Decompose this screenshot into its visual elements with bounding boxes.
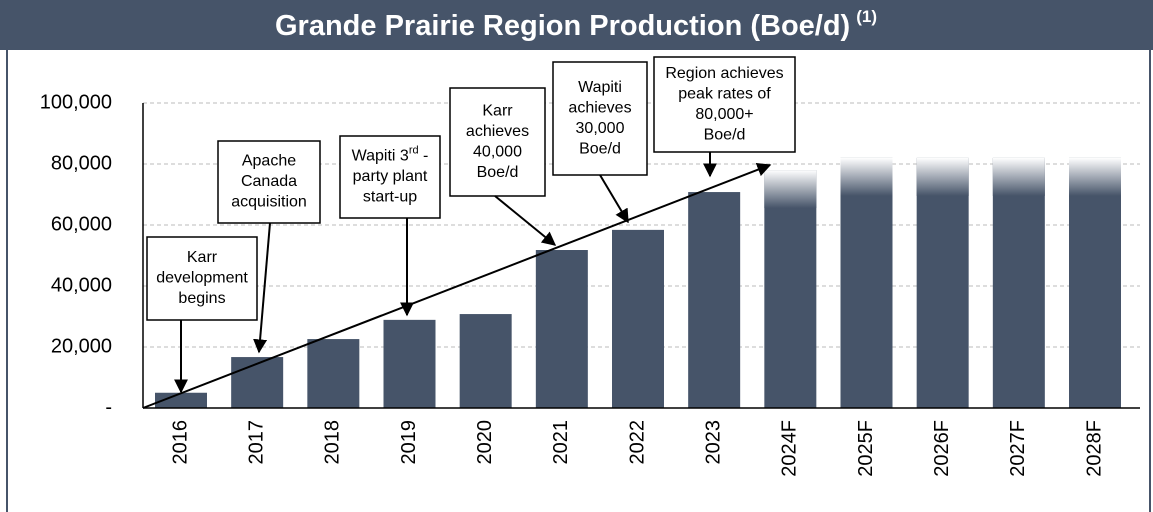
x-tick-label: 2028F: [1083, 420, 1105, 477]
bar-fade: [992, 157, 1045, 196]
x-tick-label: 2027F: [1007, 420, 1029, 477]
annotation-text: Wapiti: [578, 79, 622, 96]
annotation-text: Karr: [482, 102, 513, 119]
bar: [1069, 157, 1121, 408]
annotation-text: peak rates of: [678, 85, 771, 102]
y-tick-label: 80,000: [51, 152, 112, 174]
annotation-text: Wapiti 3rd -: [352, 144, 429, 164]
annotation-arrow: [253, 222, 271, 354]
annotation-box: [146, 236, 258, 321]
annotation-text: party plant: [353, 168, 428, 185]
x-tick-label: 2016: [169, 420, 191, 465]
x-tick-label: 2024F: [779, 420, 801, 477]
x-tick-label: 2026F: [931, 420, 953, 477]
y-tick-label: -: [105, 396, 112, 418]
annotation-text: achieves: [466, 123, 529, 140]
y-tick-label: 100,000: [40, 91, 112, 113]
annotation-text: 30,000: [576, 120, 625, 137]
annotation-box: [339, 135, 441, 219]
annotation-arrow: [599, 174, 629, 224]
bar: [459, 314, 512, 408]
annotation-text: acquisition: [231, 194, 307, 211]
x-tick-label: 2022: [626, 420, 648, 465]
annotation-text: begins: [178, 290, 225, 307]
y-tick-label: 60,000: [51, 213, 112, 235]
trend-arrow: [142, 163, 772, 409]
bar: [231, 357, 284, 408]
x-tick-label: 2017: [245, 420, 267, 465]
annotation-text-part: rd: [409, 144, 419, 156]
annotation-text: Karr: [187, 249, 218, 266]
bar: [383, 319, 436, 408]
bar: [764, 170, 817, 408]
annotation-box: [552, 61, 648, 176]
x-tick-label: 2020: [474, 420, 496, 465]
x-tick-label: 2023: [702, 420, 724, 465]
x-tick-label: 2021: [550, 420, 572, 465]
y-tick-label: 20,000: [51, 335, 112, 357]
x-tick-label: 2025F: [855, 420, 877, 477]
bar-fade: [916, 157, 969, 196]
x-tick-label: 2018: [322, 420, 344, 465]
annotation-text: Canada: [241, 173, 297, 190]
bar: [612, 229, 664, 408]
annotation-text-part: -: [419, 148, 429, 165]
bar: [992, 157, 1045, 408]
annotation-text: Boe/d: [704, 126, 746, 143]
annotation-text: Boe/d: [477, 164, 519, 181]
annotation-text-part: Wapiti 3: [352, 148, 409, 165]
bar: [916, 157, 969, 408]
annotation-box: [449, 87, 546, 197]
annotation-text: start-up: [363, 189, 417, 206]
annotation-text: 40,000: [473, 143, 522, 160]
annotation-box: [653, 56, 796, 153]
annotation-text: development: [156, 270, 248, 287]
annotation-arrow: [494, 195, 557, 246]
bar: [307, 339, 360, 408]
bar: [688, 192, 741, 408]
annotation-text: Boe/d: [579, 140, 621, 157]
title-bar: [0, 0, 1153, 50]
annotation-text: Region achieves: [665, 65, 783, 82]
bar: [155, 392, 207, 408]
bar-fade: [764, 170, 817, 209]
bar-fade: [840, 157, 893, 196]
annotation-text: 80,000+: [695, 106, 753, 123]
chart-title: Grande Prairie Region Production (Boe/d)…: [275, 7, 877, 41]
bar-fade: [1069, 157, 1121, 196]
bar: [535, 250, 588, 408]
y-tick-label: 40,000: [51, 274, 112, 296]
annotation-text: achieves: [568, 99, 631, 116]
annotation-text: Apache: [242, 153, 296, 170]
x-tick-label: 2019: [398, 420, 420, 465]
bar: [840, 157, 893, 408]
